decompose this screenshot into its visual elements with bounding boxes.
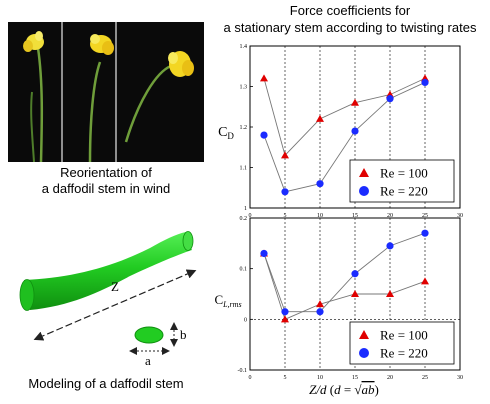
a-label: a <box>145 353 151 368</box>
twisted-stem-model <box>19 231 194 311</box>
daffodil-photo-1 <box>23 31 44 162</box>
cd-series-2-line <box>263 82 426 193</box>
force-coefficient-charts: CD 0 5 10 15 20 25 30 1 1.1 1.2 1.3 1.4 Re = 100 Re =… <box>214 44 463 397</box>
cl-series-1-point <box>316 300 324 308</box>
cl-series-2-point <box>421 229 429 237</box>
cd-y-tick-label: 1.3 <box>240 85 248 91</box>
cd-x-tick-label: 25 <box>422 213 428 219</box>
photo-caption-line-2: a daffodil stem in wind <box>41 181 171 196</box>
cl-legend <box>349 321 455 365</box>
cd-y-tick-label: 1.1 <box>240 166 248 172</box>
daffodil-photo-3 <box>124 51 194 143</box>
cl-x-tick-label: 15 <box>352 375 358 381</box>
figure-title: Force coefficients for a stationary stem… <box>210 2 490 36</box>
cl-rms-ylabel: CL,rms <box>214 292 241 309</box>
cl-rms-chart: CL,rms 0 5 10 15 20 25 30-0.100.10.2Re = 100Re… <box>214 216 463 381</box>
b-label: b <box>180 327 187 342</box>
cross-section-ellipse <box>134 326 164 344</box>
cd-y-tick-label: 1.4 <box>240 44 248 50</box>
photo-caption: Reorientation of a daffodil stem in wind <box>8 165 204 197</box>
cl-y-tick-label: 0 <box>244 317 247 323</box>
cl-series-1-line <box>263 253 426 320</box>
cl-legend-marker <box>359 330 369 339</box>
cd-x-tick-label: 0 <box>249 213 252 219</box>
cl-x-tick-label: 20 <box>387 375 393 381</box>
cd-legend-entry: Re = 220 <box>380 184 428 199</box>
cd-series-1-point <box>351 98 359 106</box>
cd-x-tick-label: 20 <box>387 213 393 219</box>
daffodil-photo-strip <box>8 22 204 162</box>
cd-y-tick-label: 1.2 <box>240 125 248 131</box>
cl-series-2-point <box>260 249 268 258</box>
cd-x-tick-label: 10 <box>317 213 323 219</box>
cl-x-tick-label: 5 <box>284 375 287 381</box>
cd-chart: CD 0 5 10 15 20 25 30 1 1.1 1.2 1.3 1.4 Re = 100 Re =… <box>218 44 463 219</box>
title-line-2: a stationary stem according to twisting … <box>223 20 477 35</box>
cl-legend-entry: Re = 100 <box>380 328 428 343</box>
cl-series-2-line <box>263 232 426 313</box>
cd-series-2-point <box>386 95 394 103</box>
cl-series-2-point <box>351 270 359 278</box>
cl-series-1-point <box>351 290 359 297</box>
cd-x-tick-label: 30 <box>457 213 463 219</box>
z-label: Z <box>111 279 119 294</box>
cl-series-1-point <box>421 277 429 285</box>
cd-series-1-point <box>260 74 268 82</box>
cd-series-1-line <box>263 77 426 157</box>
cd-ylabel: CD <box>218 125 234 141</box>
cd-x-tick-label: 5 <box>284 213 287 219</box>
photo-caption-line-1: Reorientation of <box>60 165 152 180</box>
cl-series-1-point <box>386 290 394 297</box>
cd-series-1-point <box>316 114 324 122</box>
cl-x-tick-label: 25 <box>422 375 428 381</box>
cl-series-2-point <box>281 308 289 316</box>
cl-series-2-point <box>386 242 394 250</box>
cl-series-2-point <box>316 308 324 316</box>
cd-legend-marker <box>359 168 369 177</box>
stem-model-diagram: Z b a <box>19 231 197 368</box>
cross-section <box>129 322 178 355</box>
cd-y-tick-label: 1 <box>244 206 247 212</box>
cl-x-tick-label: 10 <box>317 375 323 381</box>
cd-legend-marker <box>359 186 369 196</box>
cd-series-2-point <box>281 188 289 196</box>
cl-legend-entry: Re = 220 <box>380 346 428 361</box>
daffodil-photo-2 <box>88 34 114 162</box>
x-axis-label: Z/d (d = √ab) <box>309 382 379 397</box>
cd-series-1-point <box>281 151 289 159</box>
cd-series-2-point <box>421 78 429 87</box>
model-caption: Modeling of a daffodil stem <box>28 376 184 391</box>
cd-series-2-point <box>351 127 359 135</box>
cd-series-2-point <box>316 180 324 188</box>
z-axis-arrow <box>33 269 197 341</box>
cl-y-tick-label: 0.1 <box>240 267 248 273</box>
cd-x-tick-label: 15 <box>352 213 358 219</box>
cd-series-2-point <box>260 131 268 139</box>
cl-legend-marker <box>359 348 369 358</box>
cl-x-tick-label: 0 <box>249 375 252 381</box>
cd-legend-entry: Re = 100 <box>380 166 428 181</box>
title-line-1: Force coefficients for <box>289 3 411 18</box>
cl-x-tick-label: 30 <box>457 375 463 381</box>
cl-y-tick-label: -0.1 <box>238 368 248 374</box>
cd-legend <box>349 159 455 203</box>
cl-y-tick-label: 0.2 <box>240 216 248 222</box>
cl-series-1-point <box>281 315 289 323</box>
daffodil-photos <box>8 22 204 162</box>
